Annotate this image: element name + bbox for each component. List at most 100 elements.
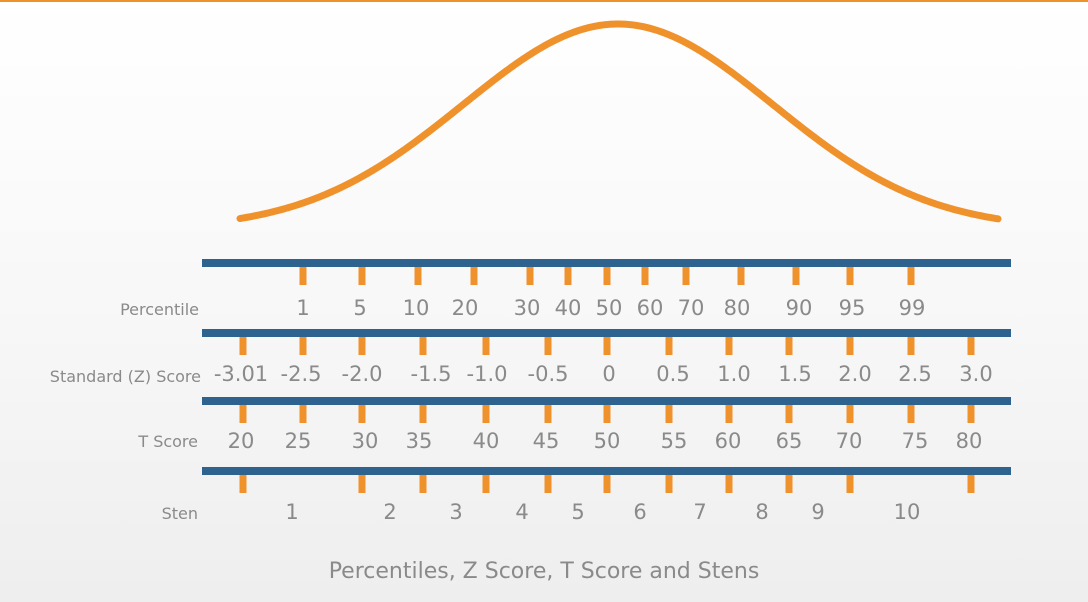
tick-row2-12 bbox=[907, 337, 915, 355]
value-label-row1-3: 10 bbox=[403, 296, 430, 320]
value-label-row4-8: 8 bbox=[755, 500, 768, 524]
value-label-row2-8: 0.5 bbox=[656, 362, 689, 386]
tick-row2-13 bbox=[967, 337, 975, 355]
tick-row3-6 bbox=[544, 405, 552, 423]
row-label-t-score: T Score bbox=[137, 432, 198, 451]
row-label-percentile: Percentile bbox=[120, 300, 199, 319]
tick-row2-9 bbox=[725, 337, 733, 355]
value-label-row3-11: 70 bbox=[836, 429, 863, 453]
tick-row1-1 bbox=[299, 267, 307, 285]
value-label-row4-5: 5 bbox=[571, 500, 584, 524]
tick-row1-8 bbox=[641, 267, 649, 285]
tick-row1-3 bbox=[414, 267, 422, 285]
value-label-row3-5: 40 bbox=[473, 429, 500, 453]
tick-row4-11 bbox=[967, 475, 975, 493]
tick-row1-2 bbox=[358, 267, 366, 285]
value-label-row3-3: 30 bbox=[352, 429, 379, 453]
value-label-row3-7: 50 bbox=[594, 429, 621, 453]
value-label-row2-3: -2.0 bbox=[342, 362, 383, 386]
tick-row3-7 bbox=[603, 405, 611, 423]
value-label-row3-12: 75 bbox=[902, 429, 929, 453]
scale-bar-2 bbox=[202, 329, 1011, 337]
diagram-caption: Percentiles, Z Score, T Score and Stens bbox=[329, 559, 760, 584]
value-label-row2-9: 1.0 bbox=[717, 362, 750, 386]
tick-row4-8 bbox=[725, 475, 733, 493]
tick-row1-7 bbox=[603, 267, 611, 285]
tick-row3-8 bbox=[665, 405, 673, 423]
tick-row4-9 bbox=[785, 475, 793, 493]
tick-row1-4 bbox=[470, 267, 478, 285]
value-label-row4-3: 3 bbox=[449, 500, 462, 524]
row-label-sten: Sten bbox=[162, 504, 198, 523]
tick-row4-2 bbox=[358, 475, 366, 493]
value-label-row2-5: -1.0 bbox=[467, 362, 508, 386]
value-label-row2-1: -3.01 bbox=[214, 362, 268, 386]
value-label-row4-2: 2 bbox=[383, 500, 396, 524]
tick-row4-5 bbox=[544, 475, 552, 493]
value-label-row4-6: 6 bbox=[633, 500, 646, 524]
value-label-row1-4: 20 bbox=[452, 296, 479, 320]
tick-row4-6 bbox=[603, 475, 611, 493]
value-label-row4-4: 4 bbox=[515, 500, 528, 524]
value-label-row1-10: 80 bbox=[724, 296, 751, 320]
tick-row3-12 bbox=[907, 405, 915, 423]
tick-row1-6 bbox=[564, 267, 572, 285]
value-label-row3-6: 45 bbox=[533, 429, 560, 453]
tick-row3-1 bbox=[239, 405, 247, 423]
value-label-row3-8: 55 bbox=[661, 429, 688, 453]
tick-row2-1 bbox=[239, 337, 247, 355]
value-label-row1-8: 60 bbox=[637, 296, 664, 320]
tick-row2-7 bbox=[603, 337, 611, 355]
tick-row2-2 bbox=[299, 337, 307, 355]
tick-row1-9 bbox=[682, 267, 690, 285]
tick-row2-11 bbox=[846, 337, 854, 355]
tick-row1-12 bbox=[846, 267, 854, 285]
value-label-row4-1: 1 bbox=[285, 500, 298, 524]
scale-ticks bbox=[239, 267, 975, 493]
value-label-row2-11: 2.0 bbox=[838, 362, 871, 386]
value-label-row2-13: 3.0 bbox=[959, 362, 992, 386]
value-label-row3-4: 35 bbox=[406, 429, 433, 453]
value-label-row1-11: 90 bbox=[786, 296, 813, 320]
value-label-row1-13: 99 bbox=[899, 296, 926, 320]
value-label-row2-10: 1.5 bbox=[778, 362, 811, 386]
tick-row4-10 bbox=[846, 475, 854, 493]
tick-row1-5 bbox=[526, 267, 534, 285]
value-label-row2-7: 0 bbox=[602, 362, 615, 386]
top-accent-rule bbox=[0, 0, 1088, 2]
tick-row1-11 bbox=[792, 267, 800, 285]
tick-row2-6 bbox=[544, 337, 552, 355]
tick-row2-4 bbox=[419, 337, 427, 355]
scale-bar-3 bbox=[202, 397, 1011, 405]
value-label-row1-1: 1 bbox=[296, 296, 309, 320]
value-label-row3-10: 65 bbox=[776, 429, 803, 453]
tick-row4-1 bbox=[239, 475, 247, 493]
tick-row3-11 bbox=[846, 405, 854, 423]
value-label-row3-2: 25 bbox=[285, 429, 312, 453]
tick-row3-10 bbox=[785, 405, 793, 423]
value-label-row2-4: -1.5 bbox=[411, 362, 452, 386]
tick-row3-5 bbox=[482, 405, 490, 423]
scale-bar-1 bbox=[202, 259, 1011, 267]
value-label-row1-2: 5 bbox=[353, 296, 366, 320]
value-label-row2-12: 2.5 bbox=[898, 362, 931, 386]
tick-row1-13 bbox=[907, 267, 915, 285]
value-label-row1-9: 70 bbox=[678, 296, 705, 320]
tick-row2-8 bbox=[665, 337, 673, 355]
value-label-row2-2: -2.5 bbox=[281, 362, 322, 386]
tick-row3-9 bbox=[725, 405, 733, 423]
tick-row3-4 bbox=[419, 405, 427, 423]
tick-row4-4 bbox=[482, 475, 490, 493]
bell-curve bbox=[236, 20, 1002, 223]
tick-row4-7 bbox=[665, 475, 673, 493]
tick-row3-2 bbox=[299, 405, 307, 423]
value-label-row1-6: 40 bbox=[555, 296, 582, 320]
value-label-row3-13: 80 bbox=[956, 429, 983, 453]
scale-labels: 1 5 10 20 30 40 50 60 70 80 90 95 99-3.01 -2.5 -2.0 -1.… bbox=[214, 296, 993, 524]
tick-row2-10 bbox=[785, 337, 793, 355]
value-label-row2-6: -0.5 bbox=[528, 362, 569, 386]
value-label-row3-1: 20 bbox=[228, 429, 255, 453]
tick-row2-5 bbox=[482, 337, 490, 355]
tick-row1-10 bbox=[737, 267, 745, 285]
